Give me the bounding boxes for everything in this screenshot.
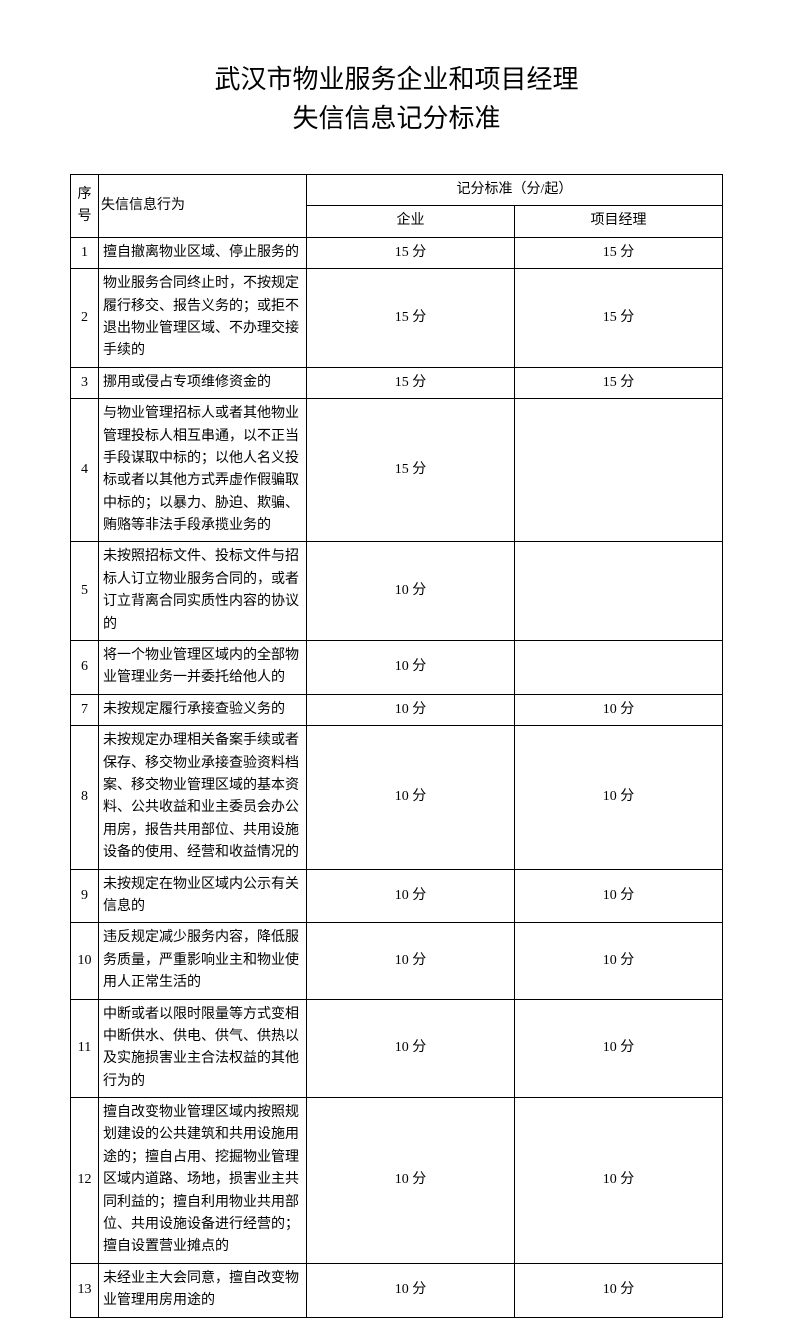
cell-enterprise: 10 分 [307, 726, 515, 869]
cell-seq: 3 [71, 367, 99, 398]
cell-seq: 4 [71, 399, 99, 542]
table-row: 11中断或者以限时限量等方式变相中断供水、供电、供气、供热以及实施损害业主合法权… [71, 999, 723, 1098]
title-line-1: 武汉市物业服务企业和项目经理 [70, 60, 723, 99]
table-row: 6将一个物业管理区域内的全部物业管理业务一并委托给他人的10 分 [71, 641, 723, 695]
cell-seq: 12 [71, 1098, 99, 1264]
cell-enterprise: 15 分 [307, 399, 515, 542]
table-row: 8未按规定办理相关备案手续或者保存、移交物业承接查验资料档案、移交物业管理区域的… [71, 726, 723, 869]
scoring-table: 序号 失信信息行为 记分标准（分/起） 企业 项目经理 1擅自撤离物业区域、停止… [70, 174, 723, 1318]
cell-manager: 10 分 [515, 1098, 723, 1264]
cell-behavior: 未按规定办理相关备案手续或者保存、移交物业承接查验资料档案、移交物业管理区域的基… [99, 726, 307, 869]
cell-seq: 6 [71, 641, 99, 695]
header-manager: 项目经理 [515, 206, 723, 237]
document-title: 武汉市物业服务企业和项目经理 失信信息记分标准 [70, 60, 723, 138]
cell-behavior: 未按照招标文件、投标文件与招标人订立物业服务合同的，或者订立背离合同实质性内容的… [99, 542, 307, 641]
table-row: 3挪用或侵占专项维修资金的15 分15 分 [71, 367, 723, 398]
cell-enterprise: 15 分 [307, 237, 515, 268]
cell-seq: 13 [71, 1263, 99, 1317]
cell-manager: 10 分 [515, 726, 723, 869]
table-row: 1擅自撤离物业区域、停止服务的15 分15 分 [71, 237, 723, 268]
cell-enterprise: 10 分 [307, 694, 515, 725]
cell-seq: 10 [71, 923, 99, 999]
cell-behavior: 物业服务合同终止时，不按规定履行移交、报告义务的；或拒不退出物业管理区域、不办理… [99, 269, 307, 368]
cell-manager [515, 542, 723, 641]
cell-manager: 15 分 [515, 237, 723, 268]
cell-behavior: 违反规定减少服务内容，降低服务质量，严重影响业主和物业使用人正常生活的 [99, 923, 307, 999]
cell-behavior: 挪用或侵占专项维修资金的 [99, 367, 307, 398]
cell-manager [515, 399, 723, 542]
cell-enterprise: 10 分 [307, 542, 515, 641]
cell-enterprise: 10 分 [307, 1263, 515, 1317]
cell-seq: 11 [71, 999, 99, 1098]
header-behavior: 失信信息行为 [99, 175, 307, 238]
cell-behavior: 未按规定履行承接查验义务的 [99, 694, 307, 725]
cell-manager: 10 分 [515, 923, 723, 999]
cell-enterprise: 10 分 [307, 869, 515, 923]
cell-enterprise: 15 分 [307, 269, 515, 368]
cell-enterprise: 10 分 [307, 641, 515, 695]
cell-manager: 10 分 [515, 694, 723, 725]
cell-seq: 2 [71, 269, 99, 368]
table-row: 13未经业主大会同意，擅自改变物业管理用房用途的10 分10 分 [71, 1263, 723, 1317]
header-seq: 序号 [71, 175, 99, 238]
cell-enterprise: 10 分 [307, 923, 515, 999]
cell-seq: 7 [71, 694, 99, 725]
header-enterprise: 企业 [307, 206, 515, 237]
header-score-group: 记分标准（分/起） [307, 175, 723, 206]
table-row: 5未按照招标文件、投标文件与招标人订立物业服务合同的，或者订立背离合同实质性内容… [71, 542, 723, 641]
cell-manager: 10 分 [515, 999, 723, 1098]
table-row: 7未按规定履行承接查验义务的10 分10 分 [71, 694, 723, 725]
cell-seq: 8 [71, 726, 99, 869]
table-row: 10违反规定减少服务内容，降低服务质量，严重影响业主和物业使用人正常生活的10 … [71, 923, 723, 999]
cell-behavior: 中断或者以限时限量等方式变相中断供水、供电、供气、供热以及实施损害业主合法权益的… [99, 999, 307, 1098]
cell-enterprise: 15 分 [307, 367, 515, 398]
table-row: 2物业服务合同终止时，不按规定履行移交、报告义务的；或拒不退出物业管理区域、不办… [71, 269, 723, 368]
cell-manager [515, 641, 723, 695]
table-row: 12擅自改变物业管理区域内按照规划建设的公共建筑和共用设施用途的；擅自占用、挖掘… [71, 1098, 723, 1264]
cell-manager: 10 分 [515, 1263, 723, 1317]
cell-behavior: 未经业主大会同意，擅自改变物业管理用房用途的 [99, 1263, 307, 1317]
cell-behavior: 未按规定在物业区域内公示有关信息的 [99, 869, 307, 923]
title-line-2: 失信信息记分标准 [70, 99, 723, 138]
cell-manager: 15 分 [515, 367, 723, 398]
cell-seq: 1 [71, 237, 99, 268]
cell-behavior: 擅自撤离物业区域、停止服务的 [99, 237, 307, 268]
cell-seq: 9 [71, 869, 99, 923]
cell-seq: 5 [71, 542, 99, 641]
cell-behavior: 与物业管理招标人或者其他物业管理投标人相互串通，以不正当手段谋取中标的；以他人名… [99, 399, 307, 542]
cell-behavior: 将一个物业管理区域内的全部物业管理业务一并委托给他人的 [99, 641, 307, 695]
cell-behavior: 擅自改变物业管理区域内按照规划建设的公共建筑和共用设施用途的；擅自占用、挖掘物业… [99, 1098, 307, 1264]
cell-enterprise: 10 分 [307, 999, 515, 1098]
cell-enterprise: 10 分 [307, 1098, 515, 1264]
table-row: 4与物业管理招标人或者其他物业管理投标人相互串通，以不正当手段谋取中标的；以他人… [71, 399, 723, 542]
cell-manager: 10 分 [515, 869, 723, 923]
cell-manager: 15 分 [515, 269, 723, 368]
table-row: 9未按规定在物业区域内公示有关信息的10 分10 分 [71, 869, 723, 923]
